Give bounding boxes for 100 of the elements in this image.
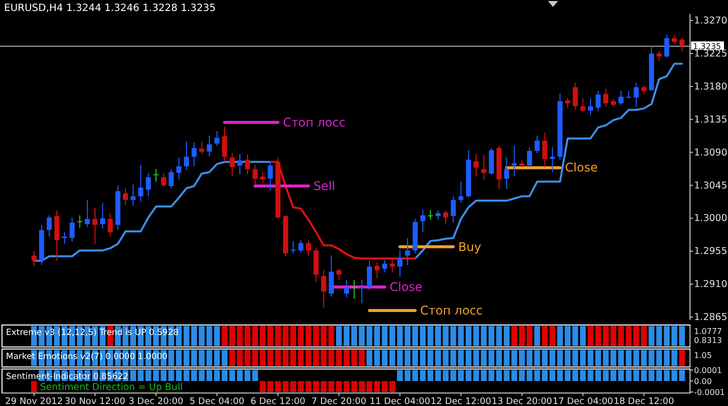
text: 0.8313 — [694, 336, 722, 345]
candlestick — [306, 240, 311, 256]
candlestick — [641, 84, 646, 96]
x-tick-label: 17 Dec 04:00 — [552, 397, 614, 406]
candlestick — [230, 152, 235, 178]
series-label: Sell — [313, 179, 336, 194]
candlestick — [268, 160, 273, 191]
candlestick — [161, 172, 166, 188]
x-tick-label: 11 Dec 04:00 — [370, 397, 430, 406]
candlestick — [359, 279, 364, 304]
candlestick — [588, 98, 594, 116]
candlestick — [222, 126, 228, 162]
candlestick — [550, 146, 555, 173]
candlestick — [450, 196, 456, 224]
y-tick-label: 1.3225 — [694, 48, 728, 60]
candlestick — [580, 98, 586, 112]
candlestick — [108, 212, 113, 238]
candlestick — [656, 50, 662, 62]
y-tick-label: 0.0001 — [694, 366, 722, 375]
candlestick — [481, 154, 486, 180]
candlestick — [130, 184, 136, 206]
candlestick — [679, 38, 685, 52]
candlestick — [31, 250, 37, 266]
x-tick-label: 12 Dec 12:00 — [430, 397, 492, 406]
candlestick — [153, 168, 158, 182]
series-label: Close — [390, 280, 422, 294]
candlestick — [336, 268, 342, 280]
candlestick — [176, 156, 182, 180]
candlestick — [199, 140, 204, 154]
y-tick-label: -0.0001 — [694, 388, 725, 397]
y-tick-label: 1.2910 — [694, 279, 728, 290]
candlestick — [352, 279, 357, 300]
candlestick — [405, 238, 410, 266]
candlestick — [572, 82, 578, 110]
candlestick — [596, 90, 601, 112]
candlestick — [344, 279, 350, 298]
y-tick-label: 1.3135 — [694, 114, 728, 126]
series-label: Стоп лосс — [282, 115, 346, 130]
x-tick-label: 3 Dec 20:00 — [128, 397, 184, 406]
series-label: Стоп лосс — [420, 303, 483, 318]
candlestick — [428, 210, 433, 220]
chart-title: EURUSD,H4 1.3244 1.3246 1.3228 1.3235 — [4, 3, 216, 14]
candlestick — [366, 260, 372, 290]
text: 1.0777 — [694, 327, 722, 336]
candlestick — [214, 130, 220, 146]
candlestick — [458, 181, 464, 204]
y-tick-label: 1.2865 — [694, 312, 728, 324]
annotation: Sentiment Direction = Up Bull — [40, 382, 183, 393]
x-tick-label: 30 Nov 12:00 — [64, 397, 126, 406]
candlestick — [603, 88, 608, 108]
candlestick — [92, 207, 98, 244]
candlestick — [382, 259, 388, 273]
series-label: Close — [565, 160, 598, 175]
candlestick — [122, 188, 128, 206]
candlestick — [260, 172, 266, 184]
candlestick — [443, 210, 448, 225]
candlestick — [618, 90, 624, 106]
candlestick — [244, 154, 250, 175]
candlestick — [84, 199, 90, 228]
candlestick — [436, 210, 441, 220]
candlestick — [100, 202, 106, 229]
candlestick — [192, 142, 197, 167]
x-tick-label: 29 Nov 2012 — [5, 397, 63, 406]
candlestick — [237, 153, 242, 175]
y-tick-label: 1.3045 — [694, 180, 728, 192]
candlestick — [206, 135, 212, 158]
candlestick — [534, 135, 540, 154]
candlestick — [62, 232, 68, 244]
series-label: Buy — [458, 240, 482, 254]
y-tick-label: 1.3000 — [694, 213, 728, 224]
x-tick-label: 18 Dec 12:00 — [614, 397, 674, 406]
candlestick — [474, 153, 479, 178]
y-tick-label: 1.3090 — [694, 147, 728, 158]
candlestick — [565, 98, 570, 108]
x-tick-label: 7 Dec 20:00 — [312, 397, 367, 406]
candlestick — [328, 255, 334, 298]
candlestick — [634, 82, 639, 108]
candlestick — [374, 262, 380, 279]
y-tick-label: 1.3270 — [694, 16, 728, 27]
candlestick — [420, 208, 426, 233]
candlestick — [70, 217, 75, 242]
candlestick — [298, 240, 304, 254]
candlestick — [488, 147, 494, 175]
candlestick — [390, 257, 395, 273]
candlestick — [504, 156, 510, 190]
y-tick-label: 1.3180 — [694, 81, 728, 92]
candlestick — [168, 168, 174, 189]
candlestick — [184, 140, 189, 170]
candlestick — [252, 164, 258, 186]
y-tick-label: 0.00 — [694, 377, 712, 386]
text: 1.05 — [694, 351, 712, 360]
candlestick — [664, 34, 670, 58]
candlestick — [138, 164, 144, 203]
candlestick — [397, 250, 402, 278]
candlestick — [512, 145, 517, 178]
candlestick — [321, 270, 326, 309]
candlestick — [527, 146, 532, 168]
candlestick — [146, 172, 151, 197]
candlestick — [542, 132, 548, 168]
x-tick-label: 13 Dec 20:00 — [492, 397, 552, 406]
